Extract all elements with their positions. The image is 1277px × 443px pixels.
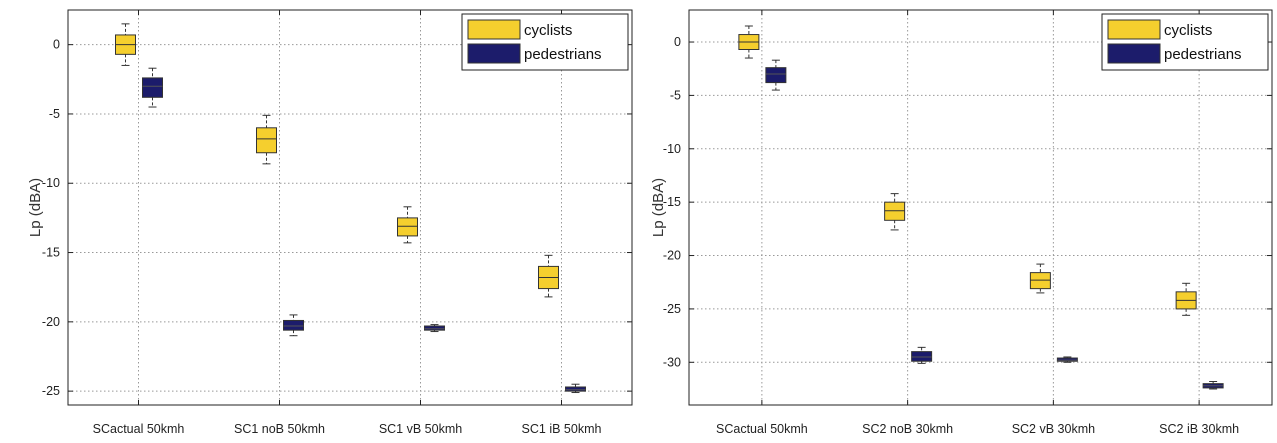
x-tick-label: SCactual 50kmh <box>716 422 808 436</box>
y-tick-label: -30 <box>663 355 681 369</box>
box-pedestrians-3 <box>1056 356 1078 363</box>
x-tick-label: SC2 iB 30kmh <box>1159 422 1239 436</box>
y-tick-label: -10 <box>42 176 60 190</box>
legend-swatch-pedestrians <box>467 43 521 64</box>
box-body <box>397 217 418 237</box>
y-tick-label: -5 <box>49 107 60 121</box>
box-pedestrians-1 <box>142 67 163 108</box>
x-tick-label: SC1 iB 50kmh <box>522 422 602 436</box>
box-pedestrians-4 <box>565 383 586 394</box>
box-cyclists-3 <box>397 206 418 244</box>
box-pedestrians-2 <box>911 346 933 364</box>
x-tick-label: SC2 noB 30kmh <box>862 422 953 436</box>
box-body <box>1056 357 1078 362</box>
y-tick-label: -25 <box>663 302 681 316</box>
x-tick-label: SC1 noB 50kmh <box>234 422 325 436</box>
y-axis-label: Lp (dBA) <box>650 178 667 237</box>
box-body <box>142 77 163 98</box>
box-pedestrians-1 <box>765 59 787 91</box>
box-body <box>765 67 787 84</box>
legend-swatch-cyclists <box>1107 19 1161 40</box>
box-pedestrians-3 <box>424 324 445 333</box>
y-tick-label: -25 <box>42 384 60 398</box>
plot-frame <box>67 9 633 406</box>
y-tick-label: 0 <box>674 35 681 49</box>
box-body <box>424 325 445 331</box>
plot-frame <box>688 9 1273 406</box>
box-body <box>884 201 906 221</box>
x-tick-label: SCactual 50kmh <box>93 422 185 436</box>
box-body <box>256 127 277 154</box>
box-cyclists-2 <box>256 114 277 165</box>
y-axis-label: Lp (dBA) <box>27 178 44 237</box>
y-tick-label: -15 <box>663 195 681 209</box>
legend: cyclists pedestrians <box>461 13 629 71</box>
legend-label-pedestrians: pedestrians <box>1164 46 1242 63</box>
chart-panel-1: 0 -5 -10 -15 -20 -25 SCactual 50kmh SC1 noB 50k… <box>27 9 633 436</box>
y-tick-label: -5 <box>670 88 681 102</box>
legend-label-cyclists: cyclists <box>1164 22 1212 39</box>
y-tick-label: -20 <box>42 315 60 329</box>
box-cyclists-4 <box>538 254 559 298</box>
legend-label-pedestrians: pedestrians <box>524 46 602 63</box>
y-tick-label: -20 <box>663 249 681 263</box>
box-body <box>1029 272 1051 290</box>
legend-swatch-pedestrians <box>1107 43 1161 64</box>
legend: cyclists pedestrians <box>1101 13 1269 71</box>
chart-panel-2: 0 -5 -10 -15 -20 -25 -30 SCactual 50kmh SC2 noB … <box>650 9 1273 436</box>
box-cyclists-1 <box>115 23 136 66</box>
box-cyclists-1 <box>738 25 760 59</box>
legend-label-cyclists: cyclists <box>524 22 572 39</box>
y-tick-label: 0 <box>53 38 60 52</box>
legend-swatch-cyclists <box>467 19 521 40</box>
box-cyclists-4 <box>1175 282 1197 316</box>
box-cyclists-3 <box>1029 263 1051 294</box>
x-tick-label: SC2 vB 30kmh <box>1012 422 1095 436</box>
y-tick-label: -10 <box>663 142 681 156</box>
box-pedestrians-2 <box>283 314 304 337</box>
box-cyclists-2 <box>884 193 906 231</box>
plot-area <box>68 10 632 405</box>
box-body <box>565 386 586 392</box>
box-body <box>283 319 304 331</box>
x-tick-label: SC1 vB 50kmh <box>379 422 462 436</box>
box-pedestrians-4 <box>1202 381 1224 390</box>
y-tick-label: -15 <box>42 246 60 260</box>
box-body <box>911 351 933 362</box>
